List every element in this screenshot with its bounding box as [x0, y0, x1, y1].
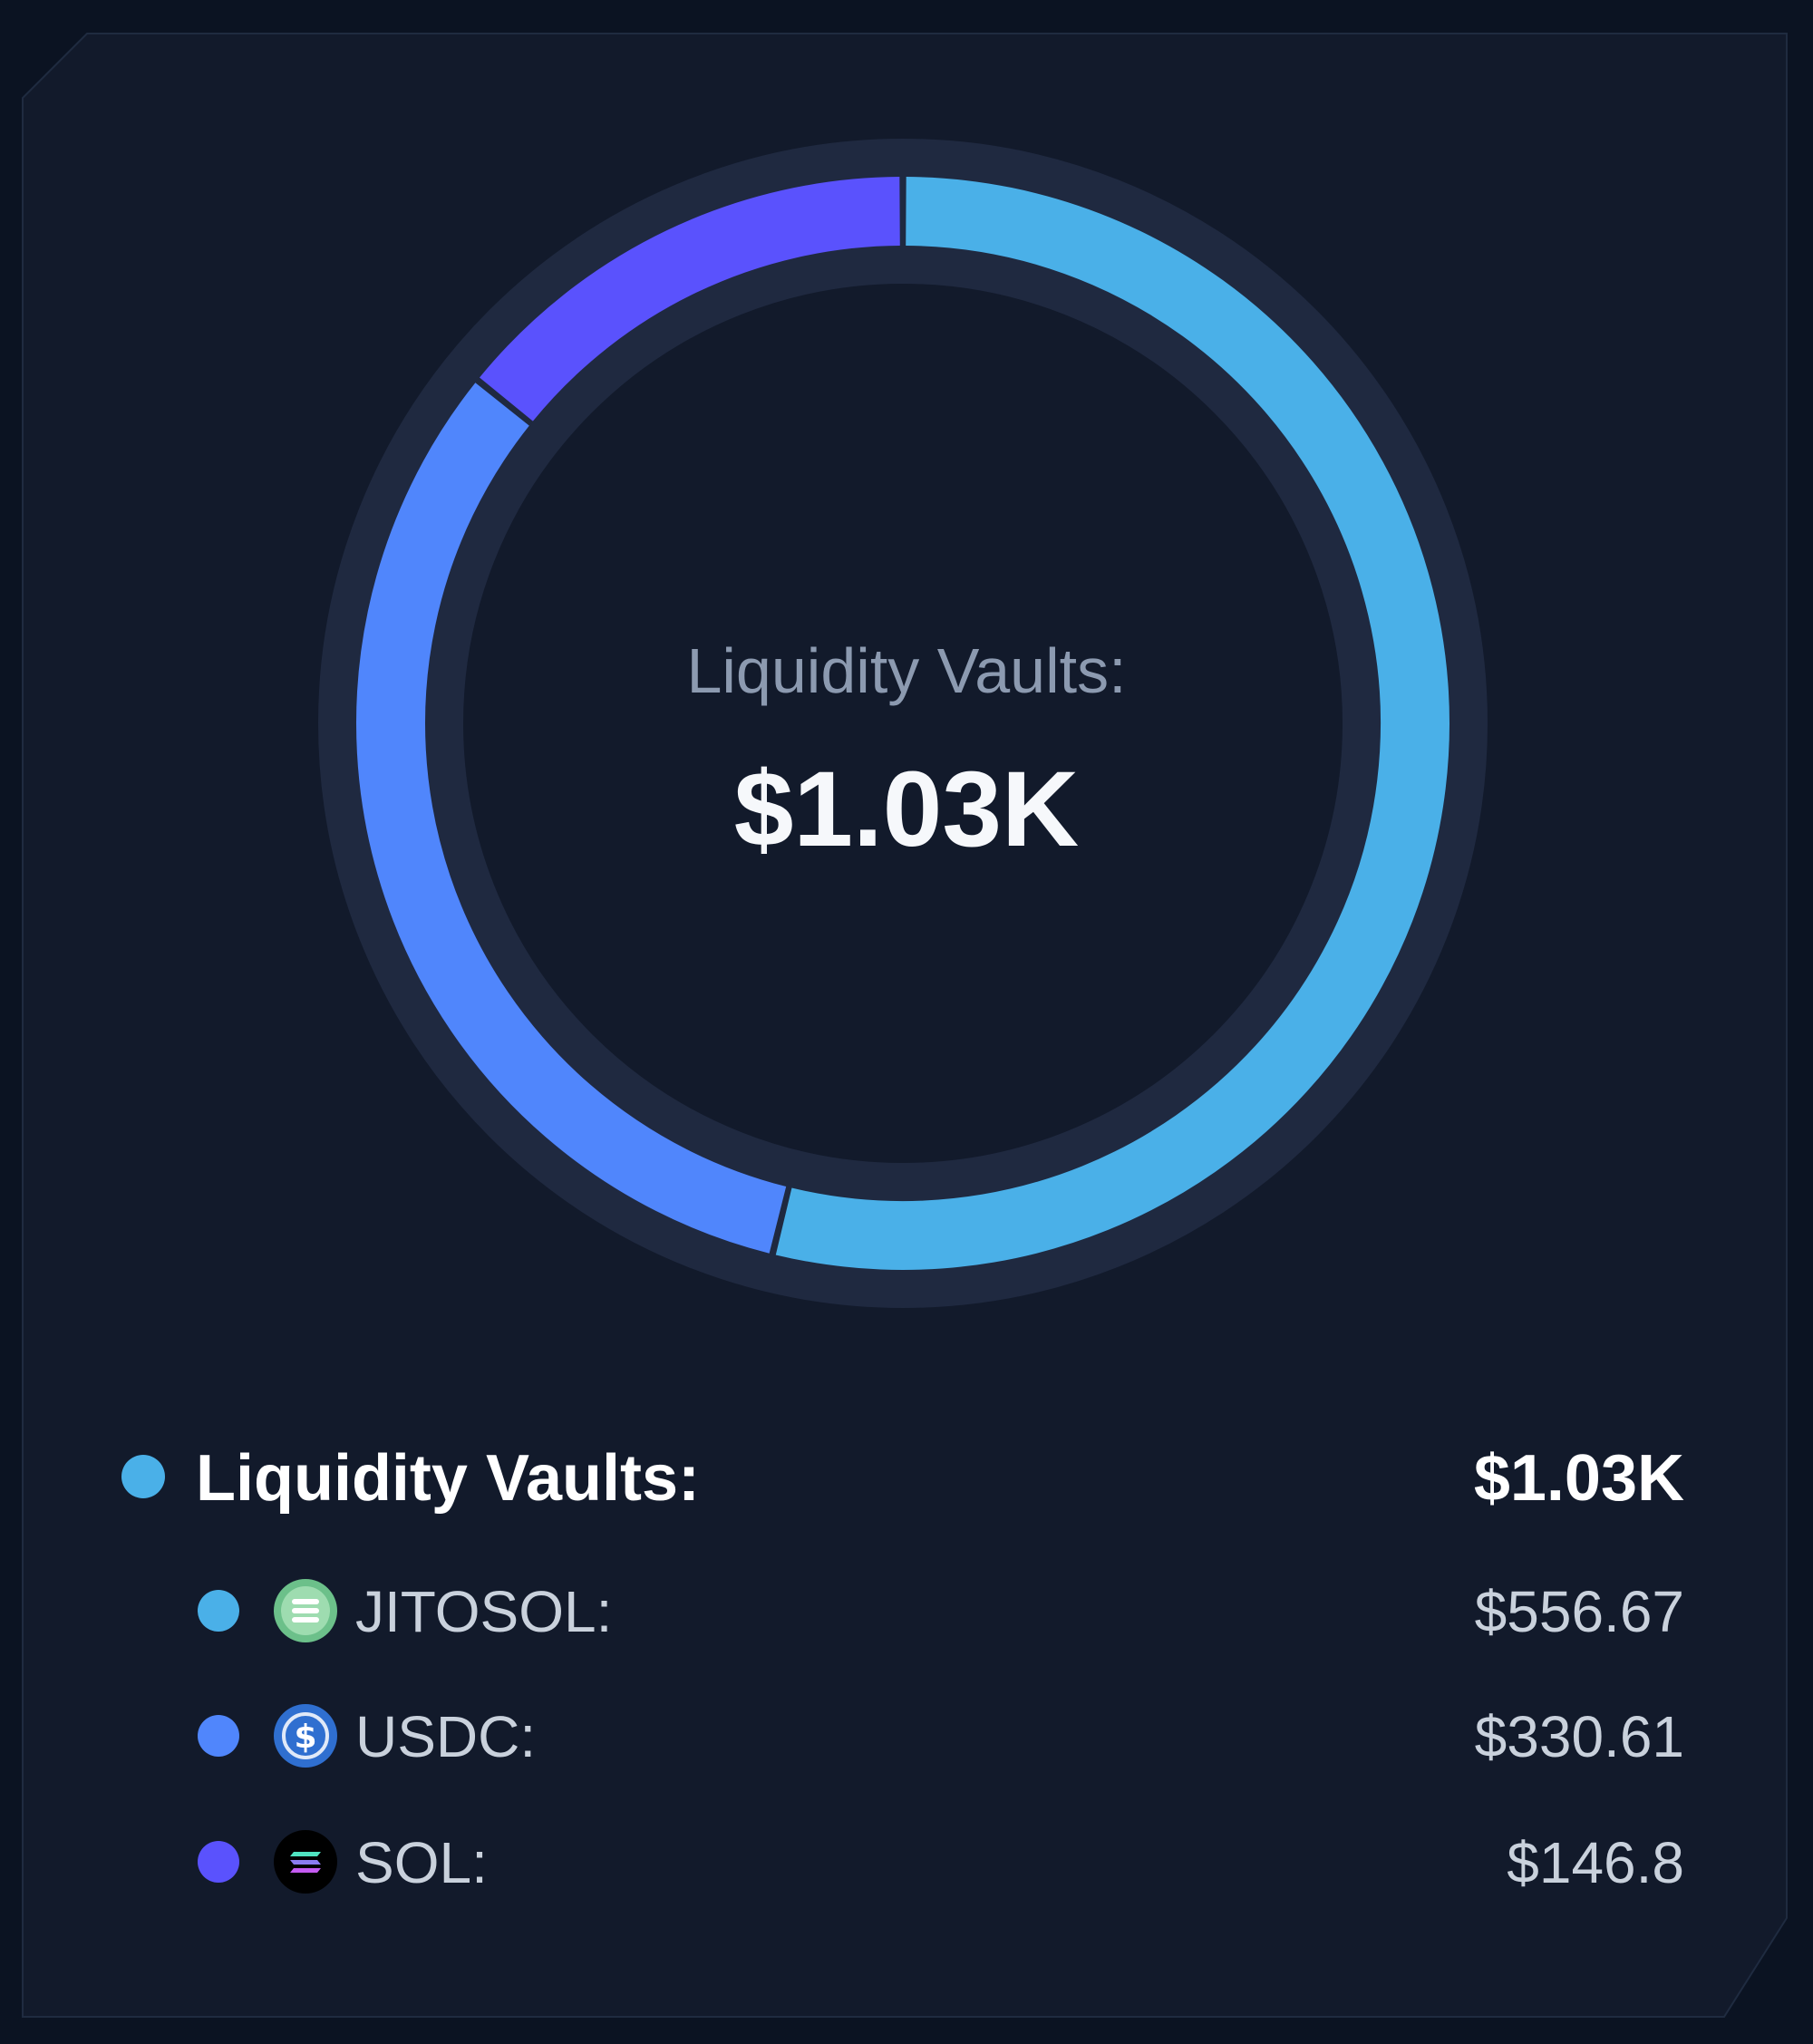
legend-item-jitosol: JITOSOL: $556.67 [0, 1565, 1813, 1656]
legend-usdc-value: $330.61 [1474, 1704, 1684, 1769]
legend-total-label: Liquidity Vaults: [196, 1442, 701, 1515]
usdc-icon: $ [274, 1704, 337, 1768]
legend-sol-label: SOL: [355, 1830, 488, 1895]
legend-jitosol-value: $556.67 [1474, 1579, 1684, 1644]
sol-icon [274, 1830, 337, 1894]
donut-chart [318, 139, 1488, 1308]
legend-usdc-dot [198, 1715, 239, 1757]
legend-total-row: Liquidity Vaults: $1.03K [0, 1432, 1813, 1523]
legend-sol-value: $146.8 [1507, 1830, 1684, 1895]
svg-text:$: $ [294, 1719, 316, 1756]
donut-center-label: Liquidity Vaults: [686, 635, 1127, 706]
donut-center-value: $1.03K [733, 750, 1080, 869]
donut-slice-jitosol[interactable] [775, 177, 1450, 1270]
donut-slice-usdc[interactable] [356, 383, 787, 1254]
legend-total-value: $1.03K [1473, 1442, 1684, 1515]
legend-total-dot [121, 1455, 165, 1498]
legend-item-sol: SOL: $146.8 [0, 1816, 1813, 1907]
legend-item-usdc: $ USDC: $330.61 [0, 1690, 1813, 1781]
legend-sol-dot [198, 1841, 239, 1883]
legend-usdc-label: USDC: [355, 1704, 537, 1769]
jitosol-icon [274, 1579, 337, 1642]
donut-slice-sol[interactable] [480, 177, 900, 421]
legend-jitosol-dot [198, 1590, 239, 1632]
legend-jitosol-label: JITOSOL: [355, 1579, 613, 1644]
